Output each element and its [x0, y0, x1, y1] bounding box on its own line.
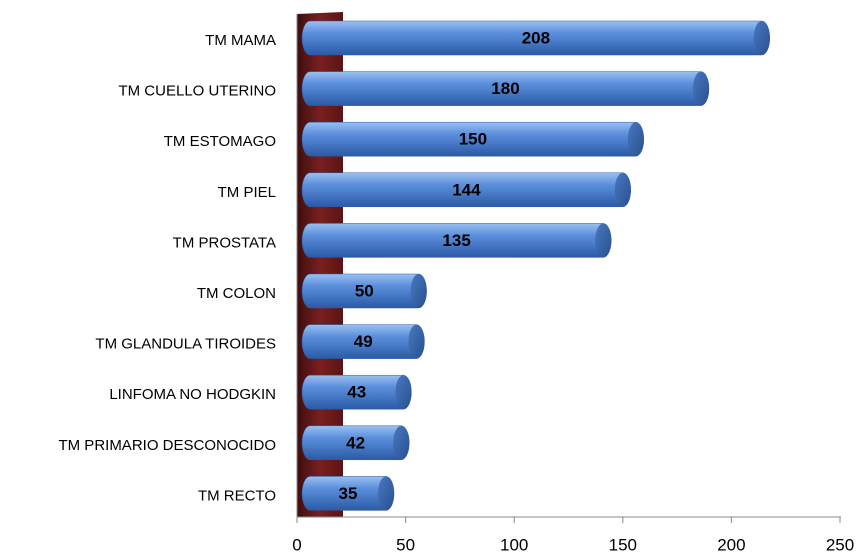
bar-cap [614, 172, 631, 207]
x-tick-label: 250 [826, 535, 854, 554]
x-tick-label: 100 [500, 535, 528, 554]
value-label: 43 [347, 383, 366, 402]
bar-cap [378, 476, 395, 511]
y-tick-label: TM GLANDULA TIROIDES [95, 336, 276, 353]
x-tick-label: 0 [292, 535, 301, 554]
value-label: 49 [354, 332, 373, 351]
bar-cap [627, 122, 644, 157]
y-tick-label: TM PRIMARIO DESCONOCIDO [58, 437, 276, 454]
value-label: 50 [355, 281, 374, 300]
bar-cap [595, 223, 612, 258]
y-tick-label: TM ESTOMAGO [164, 133, 276, 150]
value-label: 35 [339, 484, 358, 503]
value-label: 150 [459, 130, 487, 149]
value-label: 208 [522, 28, 550, 47]
x-tick-label: 150 [609, 535, 637, 554]
bar-cap [393, 425, 410, 460]
value-label: 180 [491, 79, 519, 98]
y-tick-label: TM RECTO [198, 487, 276, 504]
value-label: 135 [442, 231, 470, 250]
y-tick-label: TM PIEL [218, 184, 276, 201]
y-tick-label: LINFOMA NO HODGKIN [109, 386, 276, 403]
y-tick-label: TM MAMA [205, 32, 276, 49]
bar-cap [408, 324, 425, 359]
value-label: 144 [452, 180, 481, 199]
x-tick-label: 200 [717, 535, 745, 554]
y-tick-label: TM COLON [197, 285, 276, 302]
x-tick-label: 50 [396, 535, 415, 554]
bar-cap [395, 375, 412, 410]
bar-cap [410, 274, 427, 308]
y-tick-label: TM CUELLO UTERINO [118, 83, 276, 100]
value-label: 42 [346, 433, 365, 452]
bar-cap [753, 21, 770, 55]
y-tick-label: TM PROSTATA [173, 234, 276, 251]
bar-cap [692, 71, 709, 106]
